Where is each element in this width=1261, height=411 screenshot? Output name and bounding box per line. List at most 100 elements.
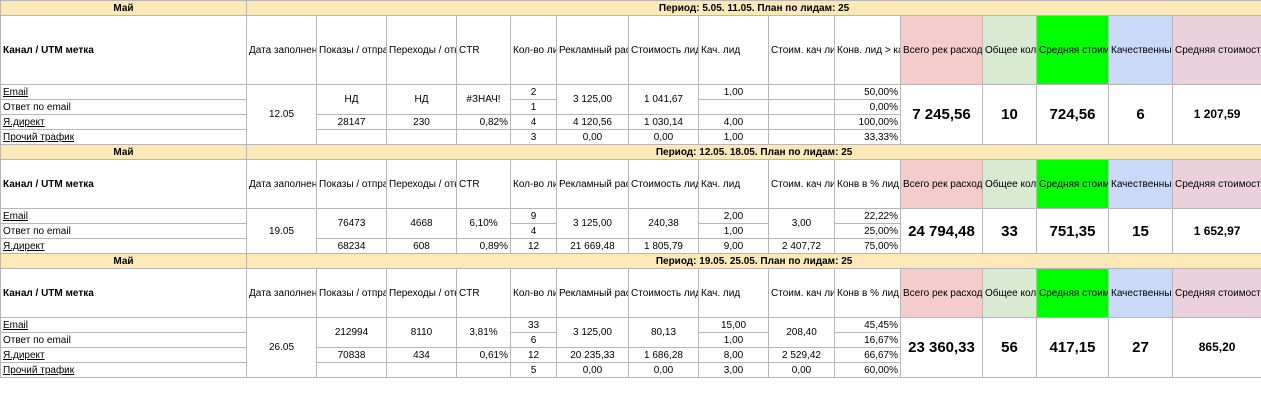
header-leads[interactable]: Кол-во лидов	[510, 159, 557, 209]
leads-cell[interactable]: 9	[510, 208, 557, 224]
header-quality-leads[interactable]: Качественный лид (обратная связь от ОП)	[1108, 15, 1173, 85]
clicks-cell[interactable]: НД	[386, 84, 457, 115]
header-total-spend[interactable]: Всего рек расходов	[900, 268, 983, 318]
total-leads-cell[interactable]: 56	[982, 317, 1037, 378]
conv-cell[interactable]: 22,22%	[834, 208, 901, 224]
leads-cell[interactable]: 12	[510, 347, 557, 363]
period-cell[interactable]: Период: 5.05. 11.05. План по лидам: 25	[245, 0, 1261, 16]
qcost-cell[interactable]	[768, 129, 835, 145]
ctr-cell[interactable]: 6,10%	[456, 208, 511, 239]
header-cpl[interactable]: Стоимость лида	[628, 268, 699, 318]
total-leads-cell[interactable]: 10	[982, 84, 1037, 145]
qcost-cell[interactable]	[768, 114, 835, 130]
header-conv[interactable]: Конв в % лид > кач	[834, 159, 901, 209]
header-qual[interactable]: Кач. лид	[698, 159, 769, 209]
header-avg-cost[interactable]: Средняя стоимость лида	[1036, 268, 1109, 318]
shows-cell[interactable]: 76473	[316, 208, 387, 239]
period-cell[interactable]: Период: 19.05. 25.05. План по лидам: 25	[245, 253, 1261, 269]
leads-cell[interactable]: 2	[510, 84, 557, 100]
channel-cell[interactable]: Я.директ	[0, 114, 247, 130]
qual-cell[interactable]: 4,00	[698, 114, 769, 130]
date-cell[interactable]: 26.05	[246, 317, 317, 378]
header-avg-cost[interactable]: Средняя стоимость лида	[1036, 15, 1109, 85]
clicks-cell[interactable]: 230	[386, 114, 457, 130]
header-total-leads[interactable]: Общее кол-во лидов	[982, 159, 1037, 209]
qual-cell[interactable]: 2,00	[698, 208, 769, 224]
shows-cell[interactable]	[316, 362, 387, 378]
header-qcost[interactable]: Стоим. кач лида	[768, 15, 835, 85]
header-leads[interactable]: Кол-во лидов	[510, 15, 557, 85]
cpl-cell[interactable]: 80,13	[628, 317, 699, 348]
qcost-cell[interactable]	[768, 99, 835, 115]
conv-cell[interactable]: 16,67%	[834, 332, 901, 348]
header-shows[interactable]: Показы / отправлено	[316, 159, 387, 209]
header-date[interactable]: Дата заполнения	[246, 15, 317, 85]
ctr-cell[interactable]: 0,82%	[456, 114, 511, 130]
channel-cell[interactable]: Email	[0, 317, 247, 333]
spend-cell[interactable]: 3 125,00	[556, 317, 629, 348]
header-channel[interactable]: Канал / UTM метка	[0, 159, 247, 209]
qual-cell[interactable]: 1,00	[698, 129, 769, 145]
leads-cell[interactable]: 3	[510, 129, 557, 145]
month-cell[interactable]: Май	[0, 253, 247, 269]
conv-cell[interactable]: 25,00%	[834, 223, 901, 239]
conv-cell[interactable]: 66,67%	[834, 347, 901, 363]
header-clicks[interactable]: Переходы / открытия	[386, 15, 457, 85]
leads-cell[interactable]: 1	[510, 99, 557, 115]
header-avg-quality-cost[interactable]: Средняя стоимость качест лида	[1171, 268, 1261, 318]
header-clicks[interactable]: Переходы / открытия	[386, 159, 457, 209]
channel-cell[interactable]: Ответ по email	[0, 223, 247, 239]
total-spend-cell[interactable]: 7 245,56	[900, 84, 983, 145]
header-conv[interactable]: Конв. лид > кач	[834, 15, 901, 85]
header-cpl[interactable]: Стоимость лида	[628, 15, 699, 85]
cpl-cell[interactable]: 1 805,79	[628, 238, 699, 254]
header-quality-leads[interactable]: Качественный лид	[1108, 268, 1173, 318]
leads-cell[interactable]: 5	[510, 362, 557, 378]
clicks-cell[interactable]: 608	[386, 238, 457, 254]
qual-cell[interactable]: 8,00	[698, 347, 769, 363]
leads-cell[interactable]: 4	[510, 114, 557, 130]
header-shows[interactable]: Показы / отправлено	[316, 15, 387, 85]
conv-cell[interactable]: 0,00%	[834, 99, 901, 115]
header-total-leads[interactable]: Общее кол-во лидов	[982, 15, 1037, 85]
header-clicks[interactable]: Переходы / открытия	[386, 268, 457, 318]
header-ctr[interactable]: CTR	[456, 268, 511, 318]
qual-cell[interactable]: 9,00	[698, 238, 769, 254]
cpl-cell[interactable]: 0,00	[628, 362, 699, 378]
header-quality-leads[interactable]: Качественный лид	[1108, 159, 1173, 209]
header-avg-quality-cost[interactable]: Средняя стоимость качест лида	[1171, 15, 1261, 85]
header-spend[interactable]: Рекламный расход	[556, 159, 629, 209]
total-spend-cell[interactable]: 23 360,33	[900, 317, 983, 378]
shows-cell[interactable]: 68234	[316, 238, 387, 254]
conv-cell[interactable]: 50,00%	[834, 84, 901, 100]
spend-cell[interactable]: 0,00	[556, 362, 629, 378]
qcost-cell[interactable]: 2 407,72	[768, 238, 835, 254]
header-total-leads[interactable]: Общее кол-во лидов	[982, 268, 1037, 318]
spend-cell[interactable]: 3 125,00	[556, 84, 629, 115]
clicks-cell[interactable]: 434	[386, 347, 457, 363]
header-avg-cost[interactable]: Средняя стоимость лида	[1036, 159, 1109, 209]
header-date[interactable]: Дата заполнения	[246, 268, 317, 318]
header-ctr[interactable]: CTR	[456, 159, 511, 209]
avg-quality-cost-cell[interactable]: 1 652,97	[1171, 208, 1261, 254]
header-shows[interactable]: Показы / отправлено	[316, 268, 387, 318]
header-channel[interactable]: Канал / UTM метка	[0, 268, 247, 318]
channel-cell[interactable]: Email	[0, 208, 247, 224]
spend-cell[interactable]: 20 235,33	[556, 347, 629, 363]
ctr-cell[interactable]: #ЗНАЧ!	[456, 84, 511, 115]
qual-cell[interactable]: 1,00	[698, 223, 769, 239]
header-conv[interactable]: Конв в % лид > кач	[834, 268, 901, 318]
channel-cell[interactable]: Ответ по email	[0, 332, 247, 348]
spend-cell[interactable]: 0,00	[556, 129, 629, 145]
clicks-cell[interactable]: 4668	[386, 208, 457, 239]
spend-cell[interactable]: 21 669,48	[556, 238, 629, 254]
header-cpl[interactable]: Стоимость лида	[628, 159, 699, 209]
header-qcost[interactable]: Стоим. кач лида	[768, 159, 835, 209]
qual-cell[interactable]: 1,00	[698, 84, 769, 100]
conv-cell[interactable]: 75,00%	[834, 238, 901, 254]
header-total-spend[interactable]: Всего рек расходов	[900, 15, 983, 85]
spend-cell[interactable]: 3 125,00	[556, 208, 629, 239]
header-total-spend[interactable]: Всего рек расходов	[900, 159, 983, 209]
total-spend-cell[interactable]: 24 794,48	[900, 208, 983, 254]
date-cell[interactable]: 19.05	[246, 208, 317, 254]
